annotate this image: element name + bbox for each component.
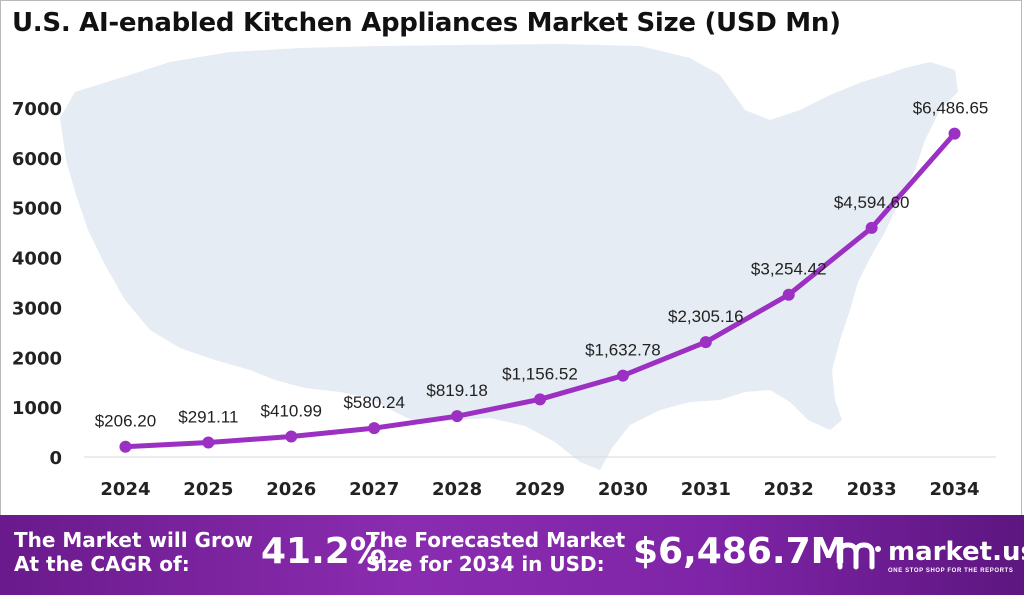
data-point [616,369,629,382]
data-point [534,393,546,406]
data-point [202,436,215,449]
cagr-label-line-1: The Market will Grow [14,528,254,552]
us-map-background [60,44,958,470]
cagr-label-line-2: At the CAGR of: [14,552,190,576]
summary-banner: The Market will Grow At the CAGR of: 41.… [0,515,1024,595]
data-label: $410.99 [261,402,322,421]
x-tick-label: 2030 [598,479,648,500]
y-tick-label: 7000 [12,99,62,120]
cagr-label: The Market will Grow At the CAGR of: [14,528,253,576]
data-label: $1,156.52 [502,364,578,383]
cagr-value: 41.2% [261,531,386,572]
chart-title: U.S. AI-enabled Kitchen Appliances Marke… [12,8,841,38]
x-axis: 2024 2025 2026 2027 2028 2029 2030 2031 2032 2033… [100,479,979,500]
data-label: $3,254.42 [751,260,827,279]
data-label: $291.11 [178,407,238,426]
x-tick-label: 2029 [515,479,565,500]
data-point [451,410,464,423]
data-point [865,221,878,234]
data-labels: $206.20 $291.11 $410.99 $580.24 $819.18 $1,15… [95,99,989,431]
brand-tagline: ONE STOP SHOP FOR THE REPORTS [888,568,1014,574]
data-label: $2,305.16 [668,307,744,326]
forecast-label: The Forecasted Market Size for 2034 in U… [366,528,625,576]
data-label: $6,486.65 [913,99,989,118]
forecast-label-line-1: The Forecasted Market [366,528,626,552]
forecast-label-line-2: Size for 2034 in USD: [366,552,605,576]
x-tick-label: 2028 [432,479,482,500]
data-point [368,422,381,435]
x-tick-label: 2033 [847,479,897,500]
x-tick-label: 2031 [681,479,731,500]
data-label: $580.24 [343,393,404,412]
data-label: $819.18 [426,381,487,400]
data-point [948,127,961,140]
data-label: $206.20 [95,412,156,431]
market-us-logo-icon [837,542,881,570]
brand-name: market.us [888,537,1024,567]
us-map-shape [60,44,958,470]
y-tick-label: 0 [49,448,62,469]
x-tick-label: 2032 [764,479,814,500]
y-tick-label: 5000 [12,199,62,220]
x-tick-label: 2026 [266,479,316,500]
data-label: $1,632.78 [585,341,661,360]
data-point [119,440,132,453]
y-tick-label: 1000 [12,398,62,419]
data-point [782,288,795,301]
y-tick-label: 2000 [12,348,62,369]
x-tick-label: 2027 [349,479,399,500]
y-tick-label: 6000 [12,149,62,170]
forecast-value: $6,486.7M [633,531,847,572]
data-point [285,430,298,443]
x-tick-label: 2034 [929,479,979,500]
y-tick-label: 3000 [12,298,62,319]
data-points [119,127,961,453]
x-tick-label: 2024 [100,479,150,500]
y-tick-label: 4000 [12,249,62,270]
x-tick-label: 2025 [183,479,233,500]
data-label: $4,594.60 [834,193,910,212]
data-point [699,336,712,349]
y-axis: 0 1000 2000 3000 4000 5000 6000 7000 [12,99,62,469]
